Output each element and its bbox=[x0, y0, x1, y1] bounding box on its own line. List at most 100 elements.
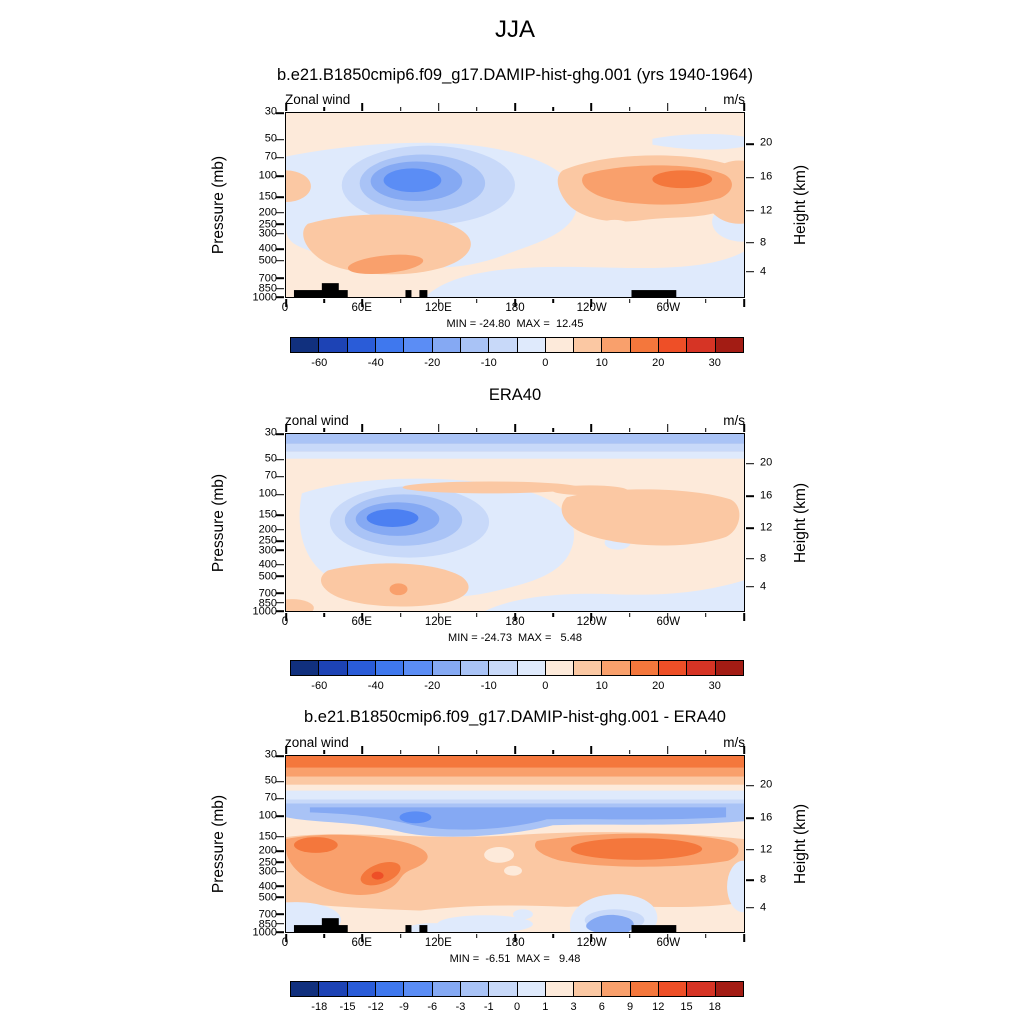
axis-tick-mark bbox=[437, 424, 440, 432]
colorbar-tick-label: -60 bbox=[311, 680, 328, 692]
axis-tick-mark bbox=[276, 528, 284, 531]
axis-tick-mark bbox=[476, 750, 478, 754]
axis-tick-mark bbox=[476, 934, 478, 938]
axis-tick-mark bbox=[746, 462, 754, 465]
axis-tick-mark bbox=[514, 746, 516, 754]
panel1-field-row: Zonal wind m/s bbox=[285, 92, 745, 107]
x-tick-label: 60W bbox=[656, 302, 681, 314]
y-tick-label: 70 bbox=[264, 791, 277, 804]
axis-tick-mark bbox=[276, 913, 284, 915]
y-tick-label: 150 bbox=[258, 508, 277, 521]
y-tick-label: 400 bbox=[258, 242, 277, 255]
axis-tick-mark bbox=[276, 592, 284, 594]
x-tick-label: 120E bbox=[424, 616, 452, 628]
y2-tick-label: 4 bbox=[760, 901, 767, 914]
axis-tick-mark bbox=[276, 277, 284, 280]
stratospheric-easterly-band bbox=[286, 434, 744, 459]
panel1-minmax: MIN = -24.80 MAX = 12.45 bbox=[446, 318, 584, 330]
x-tick-label: 120W bbox=[576, 302, 607, 314]
colorbar-cell bbox=[489, 661, 518, 675]
axis-tick-mark bbox=[276, 259, 284, 262]
axis-tick-mark bbox=[514, 934, 516, 942]
y2-tick-label: 8 bbox=[760, 236, 767, 249]
panel3-pressure-tick-labels: 30 50 70 100 150 200 250 300 400 500 700 850 1000 bbox=[235, 749, 277, 938]
y2-tick-label: 4 bbox=[760, 580, 767, 593]
colorbar-cell bbox=[659, 338, 688, 352]
colorbar-tick-label: 6 bbox=[598, 1001, 605, 1013]
axis-tick-mark bbox=[746, 495, 754, 498]
axis-tick-mark bbox=[285, 934, 287, 942]
panel3-pressure-axis-label: Pressure (mb) bbox=[210, 794, 227, 894]
y2-tick-label: 20 bbox=[760, 778, 773, 791]
axis-tick-mark bbox=[552, 934, 554, 938]
colorbar-tick-label: -9 bbox=[399, 1001, 409, 1013]
axis-tick-mark bbox=[276, 923, 284, 925]
axis-tick-mark bbox=[666, 103, 669, 111]
axis-tick-mark bbox=[399, 934, 402, 938]
axis-tick-mark bbox=[628, 299, 631, 303]
y-tick-label: 1000 bbox=[252, 926, 277, 939]
colorbar-tick-label: 10 bbox=[595, 357, 608, 369]
y2-tick-label: 12 bbox=[760, 521, 773, 534]
x-tick-label: 0 bbox=[281, 302, 289, 314]
panel1-colorbar: -60 -40 -20 -10 0 10 20 30 bbox=[290, 337, 744, 369]
panel1-height-tick-labels: 20 16 12 8 4 bbox=[760, 112, 790, 298]
x-tick-label: 180 bbox=[505, 302, 525, 314]
easterly-bias-band-70mb bbox=[286, 790, 744, 837]
colorbar-cell bbox=[574, 661, 603, 675]
y-tick-label: 400 bbox=[258, 558, 277, 571]
panel3-lon-tick-labels: 0 60E 120E 180 120W 60W bbox=[282, 937, 745, 952]
panel2-units-label: m/s bbox=[723, 413, 745, 428]
axis-tick-mark bbox=[276, 196, 284, 199]
x-tick-label: 180 bbox=[505, 937, 525, 949]
axis-tick-mark bbox=[276, 248, 284, 250]
x-tick-label: 60E bbox=[351, 616, 372, 628]
axis-tick-mark bbox=[276, 564, 284, 566]
x-tick-label: 120E bbox=[424, 937, 452, 949]
colorbar-cell bbox=[602, 661, 631, 675]
y-tick-label: 850 bbox=[258, 282, 277, 295]
colorbar-tick-label: -20 bbox=[424, 357, 441, 369]
y-tick-label: 300 bbox=[258, 544, 277, 557]
axis-tick-mark bbox=[476, 299, 478, 303]
axis-tick-mark bbox=[628, 107, 631, 111]
colorbar-cell bbox=[404, 338, 433, 352]
axis-tick-mark bbox=[276, 896, 284, 898]
colorbar-labels: -60 -40 -20 -10 0 10 20 30 bbox=[291, 680, 743, 693]
y-tick-label: 50 bbox=[264, 452, 277, 465]
colorbar-cell bbox=[347, 338, 376, 352]
colorbar-cell bbox=[602, 338, 631, 352]
axis-tick-mark bbox=[276, 870, 284, 873]
axis-tick-mark bbox=[743, 299, 745, 307]
colorbar-cell bbox=[574, 982, 603, 996]
colorbar-tick-label: 15 bbox=[680, 1001, 693, 1013]
y-tick-label: 70 bbox=[264, 150, 277, 163]
y-tick-label: 500 bbox=[258, 254, 277, 267]
upper-westerly-patches bbox=[402, 481, 740, 546]
colorbar-tick-label: 18 bbox=[708, 1001, 721, 1013]
axis-tick-mark bbox=[276, 610, 284, 612]
axis-tick-mark bbox=[399, 613, 402, 617]
y-tick-label: 200 bbox=[258, 844, 277, 857]
x-tick-label: 60E bbox=[351, 937, 372, 949]
axis-tick-mark bbox=[399, 107, 402, 111]
axis-tick-mark bbox=[590, 424, 593, 432]
colorbar-cell bbox=[517, 661, 546, 675]
axis-tick-mark bbox=[705, 613, 707, 617]
y2-tick-label: 8 bbox=[760, 873, 767, 886]
colorbar-cell bbox=[517, 982, 546, 996]
colorbar-cell bbox=[319, 661, 348, 675]
axis-tick-mark bbox=[323, 750, 325, 754]
panel2-height-tick-labels: 20 16 12 8 4 bbox=[760, 433, 790, 612]
axis-tick-mark bbox=[276, 602, 284, 604]
axis-tick-mark bbox=[285, 299, 287, 307]
axis-tick-mark bbox=[476, 107, 478, 111]
y-tick-label: 300 bbox=[258, 227, 277, 240]
westerly-blob-right bbox=[557, 155, 744, 236]
axis-tick-mark bbox=[437, 103, 440, 111]
colorbar-cell bbox=[291, 338, 320, 352]
colorbar-tick-label: 20 bbox=[652, 357, 665, 369]
x-tick-label: 180 bbox=[505, 616, 525, 628]
y-tick-label: 100 bbox=[258, 487, 277, 500]
